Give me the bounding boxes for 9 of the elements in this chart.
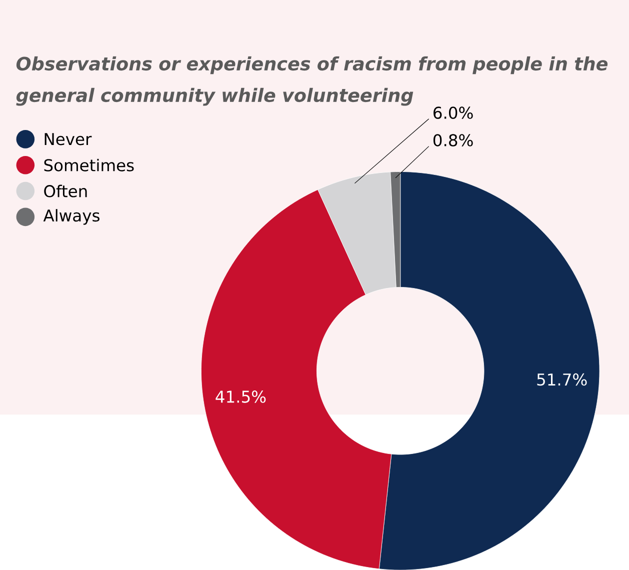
chart-title: Observations or experiences of racism from people in the general community while volunteering: [16, 56, 608, 106]
legend-label: Always: [43, 208, 100, 225]
legend-label: Never: [44, 133, 92, 146]
data-label: 41.5%: [216, 390, 266, 403]
data-label: 0.8%: [433, 134, 473, 146]
data-label: 51.7%: [537, 373, 587, 386]
legend-label: Often: [44, 184, 87, 198]
legend-label: Sometimes: [44, 158, 134, 172]
data-label: 6.0%: [434, 106, 473, 119]
